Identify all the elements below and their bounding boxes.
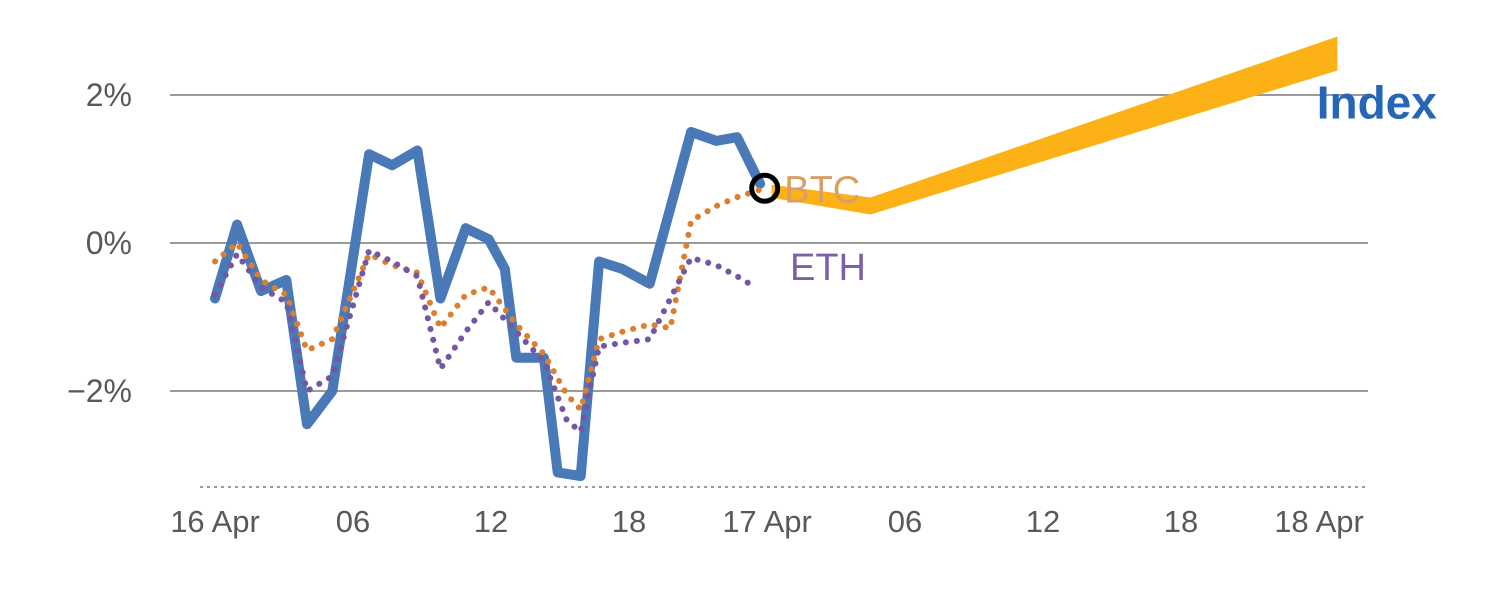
y-tick-label: 0%	[86, 225, 132, 261]
endpoint-marker	[749, 172, 781, 204]
eth-label: ETH	[790, 247, 866, 289]
x-tick-label: 06	[336, 504, 370, 539]
index-label: Index	[1317, 77, 1438, 129]
x-tick-label: 12	[1026, 504, 1060, 539]
x-tick-label: 18	[612, 504, 646, 539]
btc-line	[212, 185, 768, 413]
eth-line	[212, 247, 759, 435]
y-tick-label: 2%	[86, 77, 132, 113]
forecast-wedge	[771, 36, 1338, 215]
x-tick-label: 16 Apr	[170, 504, 260, 539]
btc-label: BTC	[784, 169, 860, 211]
index-line	[210, 127, 766, 482]
x-tick-label: 18 Apr	[1274, 504, 1364, 539]
x-tick-label: 06	[888, 504, 922, 539]
y-tick-label: −2%	[67, 373, 132, 409]
x-tick-label: 18	[1164, 504, 1198, 539]
x-tick-label: 17 Apr	[722, 504, 812, 539]
x-tick-label: 12	[474, 504, 508, 539]
